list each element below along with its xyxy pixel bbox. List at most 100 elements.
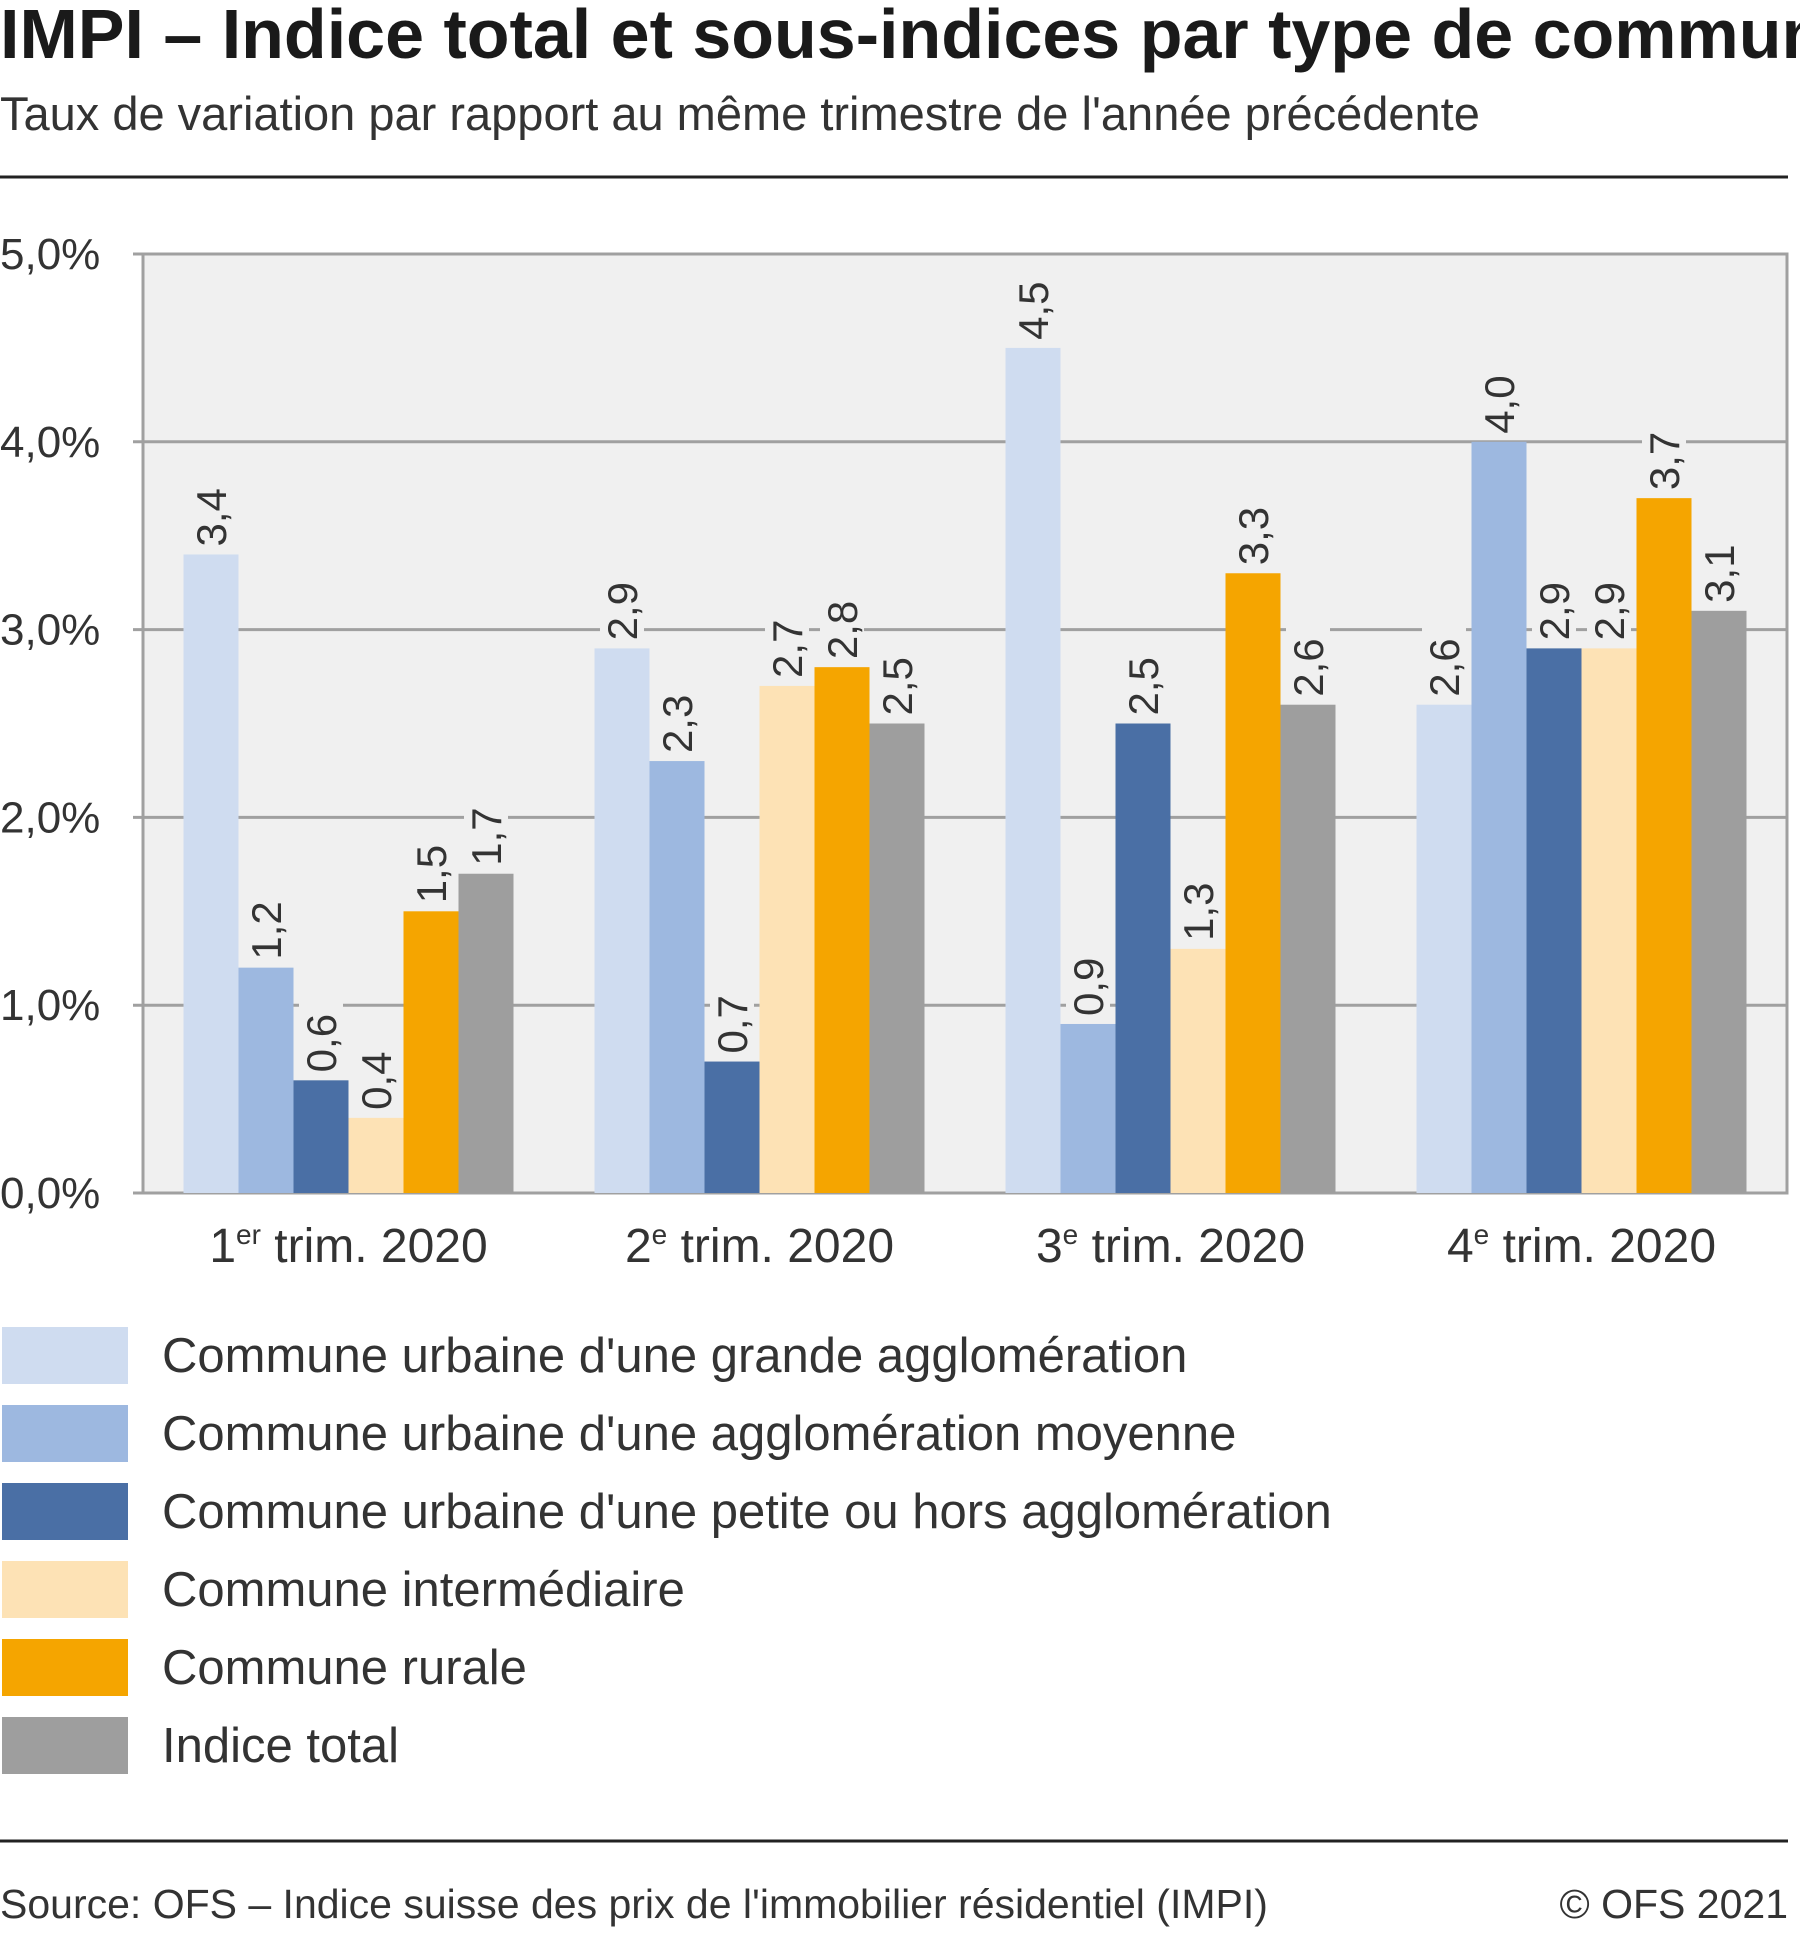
- bar: [869, 723, 925, 1193]
- x-tick-number: 4: [1447, 1220, 1474, 1273]
- bar: [1416, 704, 1472, 1193]
- x-tick-label: 2e trim. 2020: [625, 1219, 894, 1273]
- y-tick-label: 1,0%: [0, 981, 100, 1030]
- bar: [759, 685, 815, 1193]
- data-label: 1,2: [243, 901, 290, 959]
- x-tick-number: 1: [209, 1220, 236, 1273]
- data-label-background: [1587, 562, 1631, 641]
- data-label: 4,5: [1010, 282, 1057, 340]
- data-label-background: [600, 562, 644, 641]
- bar: [458, 873, 514, 1193]
- legend-item: Indice total: [2, 1717, 399, 1774]
- data-label: 3,3: [1230, 507, 1277, 565]
- y-tick-label: 5,0%: [0, 230, 100, 279]
- data-label: 3,4: [188, 488, 235, 546]
- plot-area: 0,0%1,0%2,0%3,0%4,0%5,0%3,41,20,60,41,51…: [0, 230, 1789, 1273]
- x-tick-label: 1er trim. 2020: [209, 1219, 487, 1273]
- source-note: Source: OFS – Indice suisse des prix de …: [0, 1881, 1268, 1927]
- bar: [1691, 610, 1747, 1193]
- legend-label: Commune intermédiaire: [162, 1563, 685, 1617]
- legend-item: Commune urbaine d'une agglomération moye…: [2, 1405, 1236, 1462]
- data-label: 1,3: [1175, 882, 1222, 940]
- bar: [348, 1117, 404, 1193]
- y-tick-label: 0,0%: [0, 1169, 100, 1218]
- data-label: 2,9: [1531, 582, 1578, 640]
- legend: Commune urbaine d'une grande agglomérati…: [2, 1327, 1332, 1774]
- data-label-background: [189, 468, 233, 547]
- legend-swatch: [2, 1483, 128, 1540]
- data-label-background: [1011, 261, 1055, 340]
- copyright: © OFS 2021: [1560, 1881, 1788, 1927]
- data-label: 0,9: [1065, 958, 1112, 1016]
- x-tick-number: 3: [1036, 1220, 1063, 1273]
- data-label-background: [655, 675, 699, 754]
- legend-item: Commune urbaine d'une grande agglomérati…: [2, 1327, 1187, 1384]
- chart-subtitle: Taux de variation par rapport au même tr…: [0, 87, 1480, 140]
- data-label-background: [464, 787, 508, 866]
- x-tick-label: 3e trim. 2020: [1036, 1219, 1305, 1273]
- data-label-background: [710, 975, 754, 1054]
- x-tick-number: 2: [625, 1220, 652, 1273]
- data-label-background: [1121, 637, 1165, 716]
- x-tick-rest: trim. 2020: [261, 1220, 488, 1273]
- bar: [238, 967, 294, 1193]
- x-tick-rest: trim. 2020: [1078, 1220, 1305, 1273]
- bar: [1225, 573, 1281, 1193]
- legend-swatch: [2, 1561, 128, 1618]
- data-label-background: [1066, 937, 1110, 1016]
- data-label: 2,7: [764, 620, 811, 678]
- legend-label: Commune urbaine d'une grande agglomérati…: [162, 1329, 1187, 1383]
- x-tick-label: 4e trim. 2020: [1447, 1219, 1716, 1273]
- legend-label: Commune urbaine d'une agglomération moye…: [162, 1407, 1236, 1461]
- legend-label: Indice total: [162, 1719, 399, 1773]
- data-label: 0,4: [353, 1051, 400, 1109]
- data-label-background: [1477, 355, 1521, 434]
- bar: [293, 1080, 349, 1193]
- bar: [1005, 347, 1061, 1193]
- data-label: 2,9: [1586, 582, 1633, 640]
- data-label: 2,6: [1285, 638, 1332, 696]
- legend-label: Commune rurale: [162, 1641, 527, 1695]
- data-label: 2,9: [599, 582, 646, 640]
- data-label: 0,6: [298, 1014, 345, 1072]
- data-label-background: [1176, 862, 1220, 941]
- data-label: 2,6: [1421, 638, 1468, 696]
- bar: [649, 761, 705, 1193]
- data-label: 1,5: [408, 845, 455, 903]
- data-label-background: [354, 1031, 398, 1110]
- data-label-background: [765, 599, 809, 678]
- data-label-background: [1286, 618, 1330, 697]
- chart-title: IMPI – Indice total et sous-indices par …: [0, 0, 1800, 73]
- bar: [1280, 704, 1336, 1193]
- y-tick-label: 2,0%: [0, 793, 100, 842]
- x-tick-superscript: er: [236, 1219, 261, 1250]
- data-label: 3,1: [1696, 544, 1743, 602]
- x-tick-superscript: e: [1063, 1219, 1079, 1250]
- data-label-background: [1697, 524, 1741, 603]
- x-tick-superscript: e: [1474, 1219, 1490, 1250]
- legend-swatch: [2, 1327, 128, 1384]
- data-label-background: [875, 637, 919, 716]
- data-label-background: [1532, 562, 1576, 641]
- bar: [814, 667, 870, 1193]
- y-tick-label: 4,0%: [0, 418, 100, 467]
- data-label-background: [299, 994, 343, 1073]
- bar: [1115, 723, 1171, 1193]
- data-label: 2,3: [654, 695, 701, 753]
- legend-item: Commune rurale: [2, 1639, 527, 1696]
- bar: [594, 648, 650, 1193]
- data-label-background: [1231, 487, 1275, 566]
- data-label-background: [820, 581, 864, 660]
- data-label-background: [1422, 618, 1466, 697]
- legend-swatch: [2, 1639, 128, 1696]
- data-label-background: [409, 825, 453, 904]
- bar: [183, 554, 239, 1193]
- x-tick-superscript: e: [652, 1219, 668, 1250]
- bar: [1471, 441, 1527, 1193]
- legend-label: Commune urbaine d'une petite ou hors agg…: [162, 1485, 1332, 1539]
- data-label-background: [244, 881, 288, 960]
- legend-item: Commune intermédiaire: [2, 1561, 685, 1618]
- data-label: 2,8: [819, 601, 866, 659]
- data-label: 4,0: [1476, 375, 1523, 433]
